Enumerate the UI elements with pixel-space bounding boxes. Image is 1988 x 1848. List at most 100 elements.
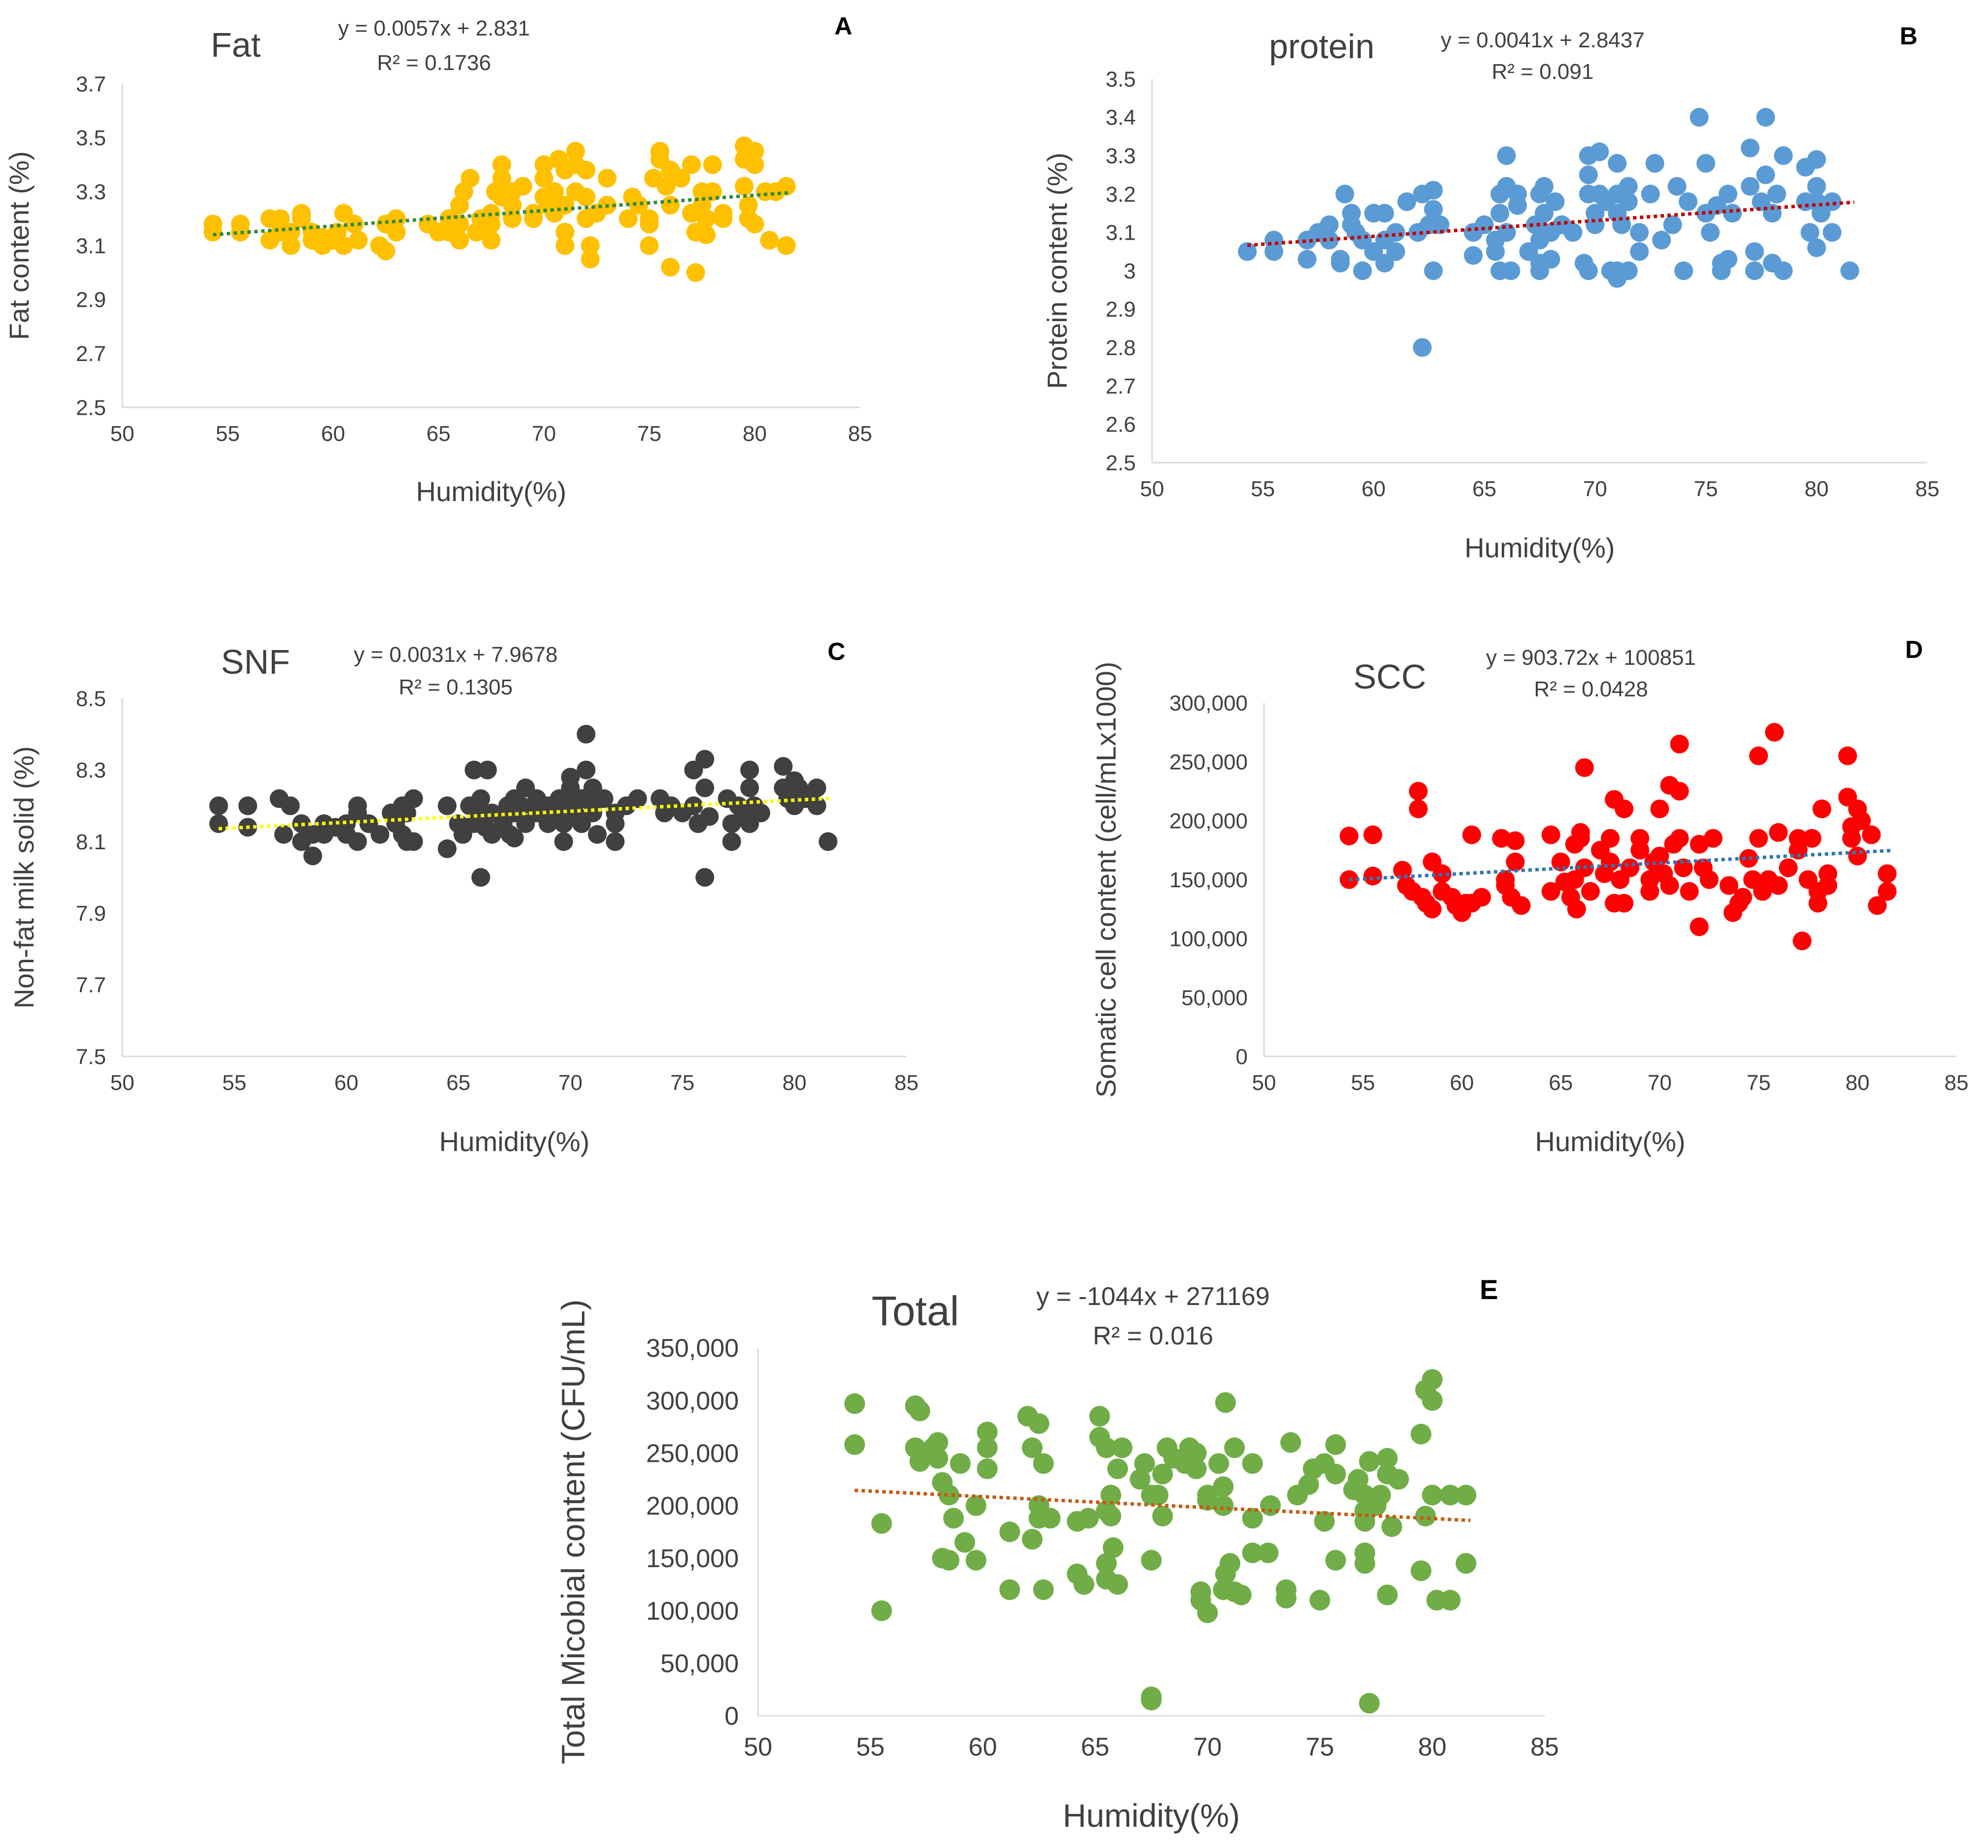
data-point — [1663, 215, 1682, 234]
data-point — [1258, 1542, 1279, 1563]
x-tick-label: 75 — [670, 1071, 694, 1095]
data-point — [1141, 1686, 1162, 1707]
chart-panel-b: 50 55 60 65 70 75 80 85 2.5 2.6 2.7 2.8 2.9 3 3.1 3.2 3.… — [1042, 22, 1939, 563]
data-point — [1440, 1485, 1461, 1506]
data-point — [1320, 230, 1339, 250]
data-point — [281, 236, 300, 255]
data-point — [1719, 876, 1738, 895]
data-point — [209, 814, 228, 833]
data-point — [1619, 261, 1638, 280]
data-point — [1541, 825, 1560, 844]
data-point — [1848, 846, 1867, 866]
data-point — [1220, 1553, 1240, 1574]
data-point — [594, 789, 614, 808]
data-point — [1807, 238, 1826, 257]
data-point — [554, 832, 573, 851]
data-point — [909, 1400, 931, 1421]
data-point — [1571, 829, 1590, 848]
data-point — [1424, 261, 1443, 280]
data-point — [471, 789, 490, 808]
data-point — [1409, 782, 1428, 801]
data-point — [1497, 223, 1516, 242]
y-tick-label: 100,000 — [646, 1597, 739, 1626]
data-point — [1852, 811, 1871, 830]
x-tick-label: 50 — [1140, 477, 1164, 501]
data-point — [1506, 852, 1525, 871]
data-point — [1033, 1579, 1054, 1600]
data-point — [555, 222, 575, 242]
trendline — [1247, 200, 1855, 247]
data-point — [844, 1434, 865, 1455]
data-point — [1028, 1413, 1049, 1434]
data-point — [1660, 876, 1679, 895]
data-point — [1769, 823, 1788, 842]
data-point — [1690, 917, 1709, 937]
data-point — [1309, 1590, 1331, 1611]
data-point — [1630, 223, 1649, 242]
y-axis-label: Protein content (%) — [1042, 152, 1073, 389]
chart-panel-a: 50 55 60 65 70 75 80 85 2.5 2.7 2.9 3.1 3.3 3.5 3.7 Fat… — [3, 12, 872, 507]
data-point — [1579, 165, 1598, 184]
data-point — [1021, 1437, 1043, 1458]
data-point — [1386, 223, 1406, 242]
data-point — [555, 236, 575, 255]
data-point — [1213, 1476, 1234, 1497]
trendline — [854, 1488, 1471, 1522]
data-point — [1652, 230, 1671, 250]
data-point — [1822, 192, 1842, 211]
x-tick-label: 85 — [1530, 1733, 1559, 1762]
data-point — [1551, 852, 1570, 871]
data-point — [1645, 154, 1664, 173]
y-tick-label: 2.9 — [1106, 297, 1136, 322]
data-point — [1363, 825, 1382, 844]
data-point — [349, 231, 368, 250]
x-tick-label: 70 — [558, 1071, 582, 1095]
data-point — [1331, 254, 1350, 273]
data-point — [740, 778, 759, 797]
data-point — [1774, 261, 1793, 280]
x-tick-label: 80 — [782, 1071, 806, 1095]
data-point — [1040, 1508, 1061, 1529]
data-point — [1567, 900, 1586, 919]
data-point — [370, 825, 390, 844]
data-point — [807, 796, 827, 815]
data-point — [671, 169, 690, 188]
data-point — [1774, 146, 1793, 165]
x-tick-label: 50 — [110, 1071, 135, 1095]
data-point — [1490, 204, 1510, 223]
r-squared-label: R² = 0.016 — [1093, 1322, 1213, 1350]
data-point — [1700, 223, 1720, 242]
x-tick-label: 80 — [743, 422, 767, 446]
data-point — [1100, 1485, 1121, 1506]
y-tick-label: 8.5 — [76, 687, 106, 711]
data-point — [397, 803, 416, 823]
x-tick-label: 85 — [895, 1071, 919, 1095]
data-point — [1412, 338, 1432, 357]
data-point — [1100, 1506, 1121, 1527]
data-point — [1325, 1463, 1346, 1485]
data-point — [348, 832, 367, 851]
panel-letter: E — [1480, 1274, 1498, 1305]
data-point — [334, 236, 353, 255]
data-point — [209, 796, 228, 815]
trendline — [1349, 849, 1891, 882]
data-point — [1129, 1469, 1151, 1490]
x-tick-label: 55 — [856, 1733, 885, 1762]
data-point — [1275, 1588, 1297, 1609]
data-point — [745, 142, 764, 161]
data-point — [588, 825, 607, 844]
x-tick-label: 75 — [1694, 477, 1718, 501]
data-point — [583, 803, 602, 823]
chart-title: SCC — [1353, 657, 1426, 696]
data-point — [1462, 825, 1482, 844]
data-point — [450, 215, 469, 234]
data-point — [1749, 746, 1768, 765]
data-point — [1134, 1453, 1155, 1474]
data-point — [751, 803, 770, 823]
data-point — [437, 796, 457, 815]
data-point — [1148, 1485, 1169, 1506]
data-point — [1213, 1495, 1234, 1516]
data-point — [745, 155, 764, 174]
data-point — [1280, 1432, 1301, 1453]
data-point — [1680, 882, 1699, 901]
